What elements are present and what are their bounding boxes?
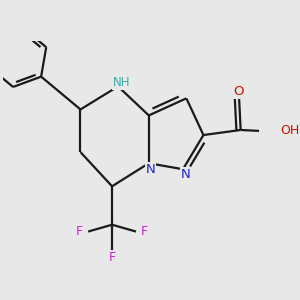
Text: OH: OH (280, 124, 299, 137)
Text: F: F (109, 251, 116, 264)
Text: NH: NH (113, 76, 130, 88)
Text: F: F (141, 225, 148, 238)
Text: F: F (76, 225, 83, 238)
Text: N: N (146, 163, 155, 176)
Text: O: O (233, 85, 243, 98)
Text: N: N (181, 168, 190, 181)
